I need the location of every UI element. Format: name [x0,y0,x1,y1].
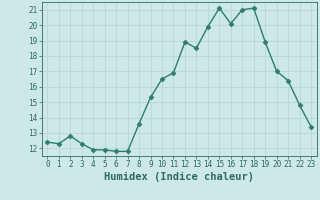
X-axis label: Humidex (Indice chaleur): Humidex (Indice chaleur) [104,172,254,182]
